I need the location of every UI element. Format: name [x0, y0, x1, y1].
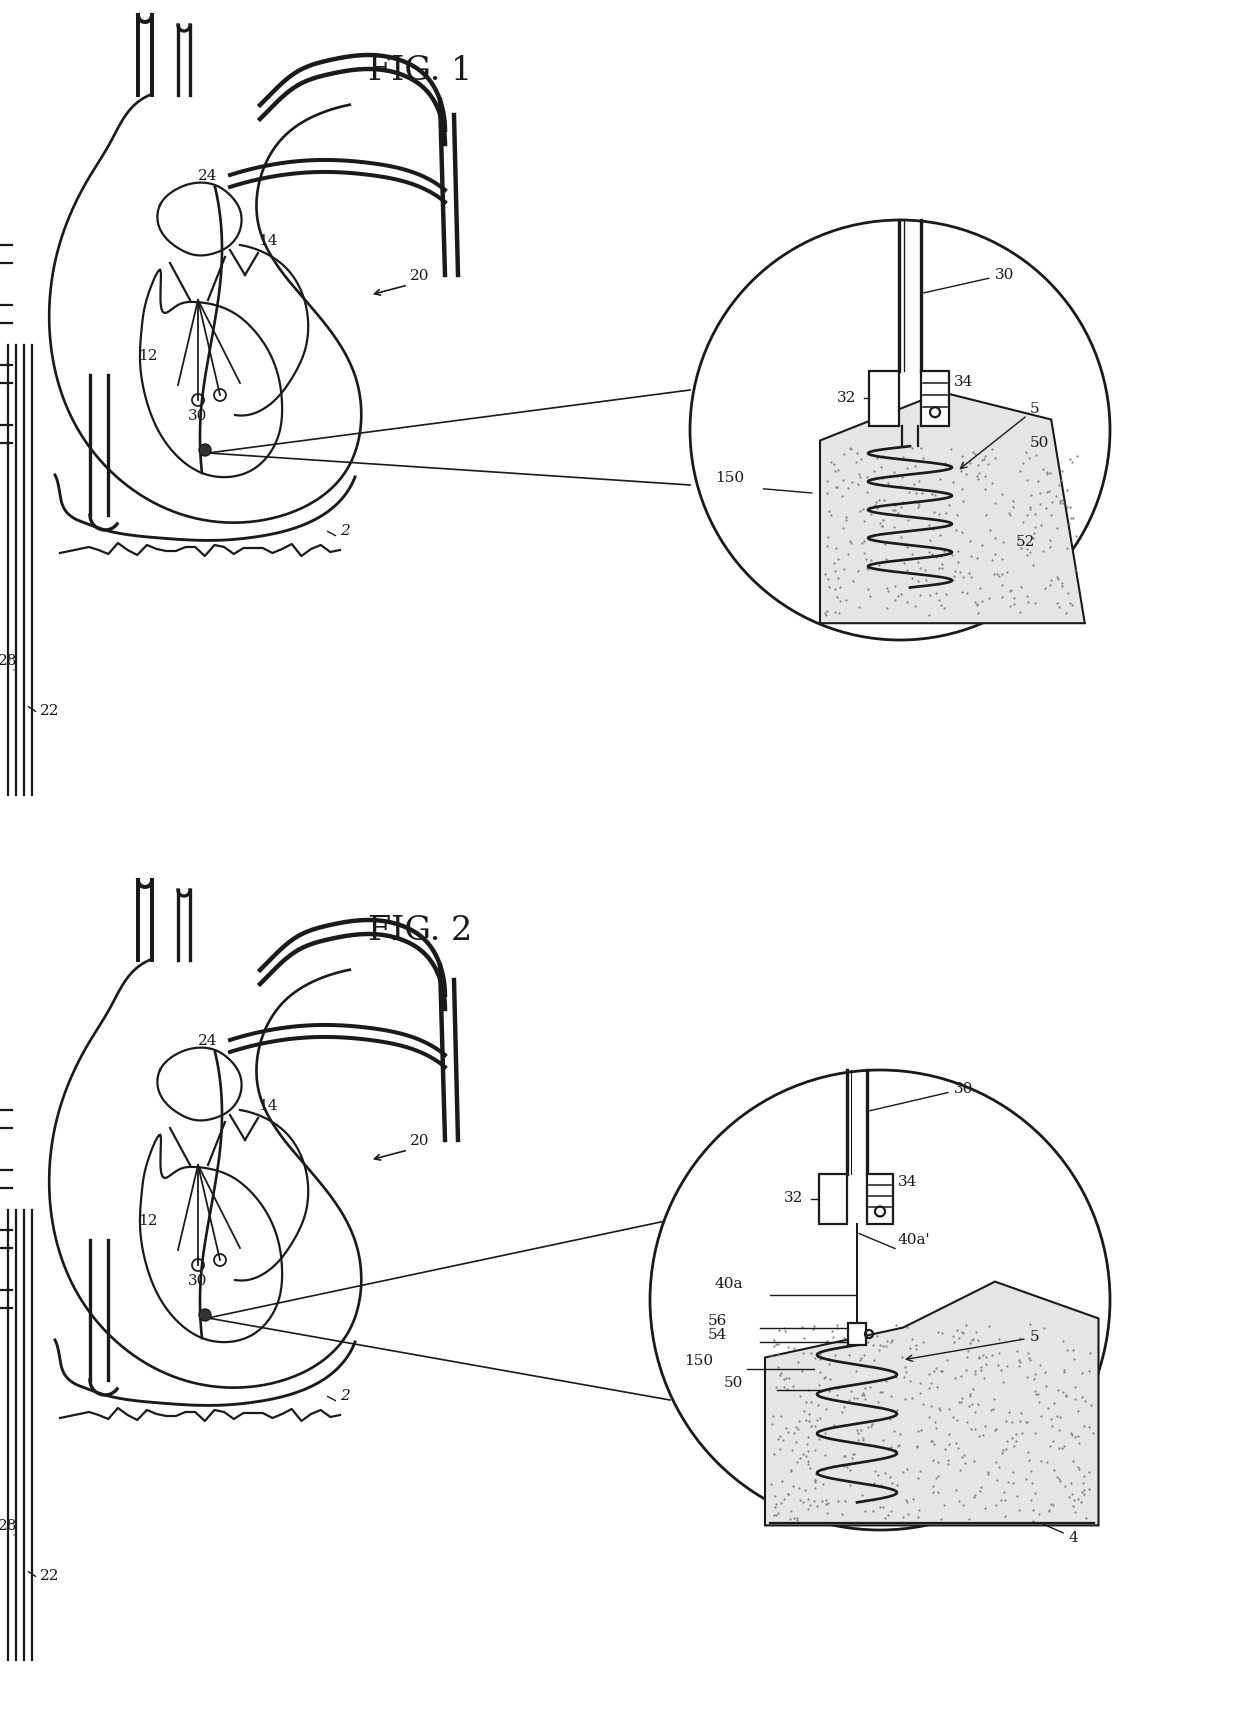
- Text: 28: 28: [0, 1519, 17, 1533]
- Text: 150: 150: [715, 471, 744, 485]
- Text: 2: 2: [340, 525, 350, 538]
- Text: 52: 52: [1016, 535, 1035, 549]
- Text: 24: 24: [198, 169, 217, 182]
- Text: 22: 22: [40, 703, 60, 717]
- Polygon shape: [820, 392, 1085, 623]
- Text: 4: 4: [1044, 1524, 1079, 1545]
- Text: 40a': 40a': [898, 1233, 931, 1247]
- Text: 12: 12: [138, 349, 157, 363]
- Text: 32: 32: [837, 390, 857, 406]
- Text: 12: 12: [138, 1214, 157, 1228]
- Text: 56: 56: [708, 1314, 727, 1328]
- Text: 5: 5: [961, 402, 1040, 468]
- FancyBboxPatch shape: [848, 1323, 866, 1345]
- Text: 40a: 40a: [714, 1278, 743, 1292]
- Text: 30: 30: [188, 409, 207, 423]
- Text: 28: 28: [0, 654, 17, 667]
- Text: 30: 30: [188, 1275, 207, 1288]
- Text: 32: 32: [784, 1192, 804, 1206]
- FancyBboxPatch shape: [869, 372, 899, 427]
- Text: 14: 14: [258, 1099, 278, 1113]
- FancyBboxPatch shape: [921, 372, 949, 427]
- Text: FIG. 1: FIG. 1: [368, 55, 472, 88]
- Text: 34: 34: [954, 375, 973, 389]
- Text: 150: 150: [684, 1354, 714, 1367]
- Text: 2: 2: [340, 1390, 350, 1404]
- Circle shape: [650, 1070, 1110, 1531]
- Circle shape: [198, 1309, 211, 1321]
- Text: 30: 30: [924, 268, 1014, 292]
- Text: 50: 50: [724, 1376, 743, 1390]
- Text: 34: 34: [898, 1175, 918, 1189]
- Text: 30: 30: [869, 1082, 973, 1111]
- Circle shape: [198, 444, 211, 456]
- Text: 22: 22: [40, 1569, 60, 1582]
- Text: 20: 20: [410, 268, 429, 284]
- Text: 14: 14: [258, 234, 278, 248]
- Text: 24: 24: [198, 1034, 217, 1047]
- Text: 5: 5: [906, 1330, 1039, 1361]
- Text: FIG. 2: FIG. 2: [368, 915, 472, 948]
- Circle shape: [689, 220, 1110, 640]
- Text: 50: 50: [1030, 435, 1049, 451]
- FancyBboxPatch shape: [867, 1173, 893, 1223]
- Polygon shape: [765, 1281, 1099, 1526]
- Text: 54: 54: [708, 1328, 727, 1342]
- Text: 20: 20: [410, 1133, 429, 1147]
- FancyBboxPatch shape: [818, 1173, 847, 1223]
